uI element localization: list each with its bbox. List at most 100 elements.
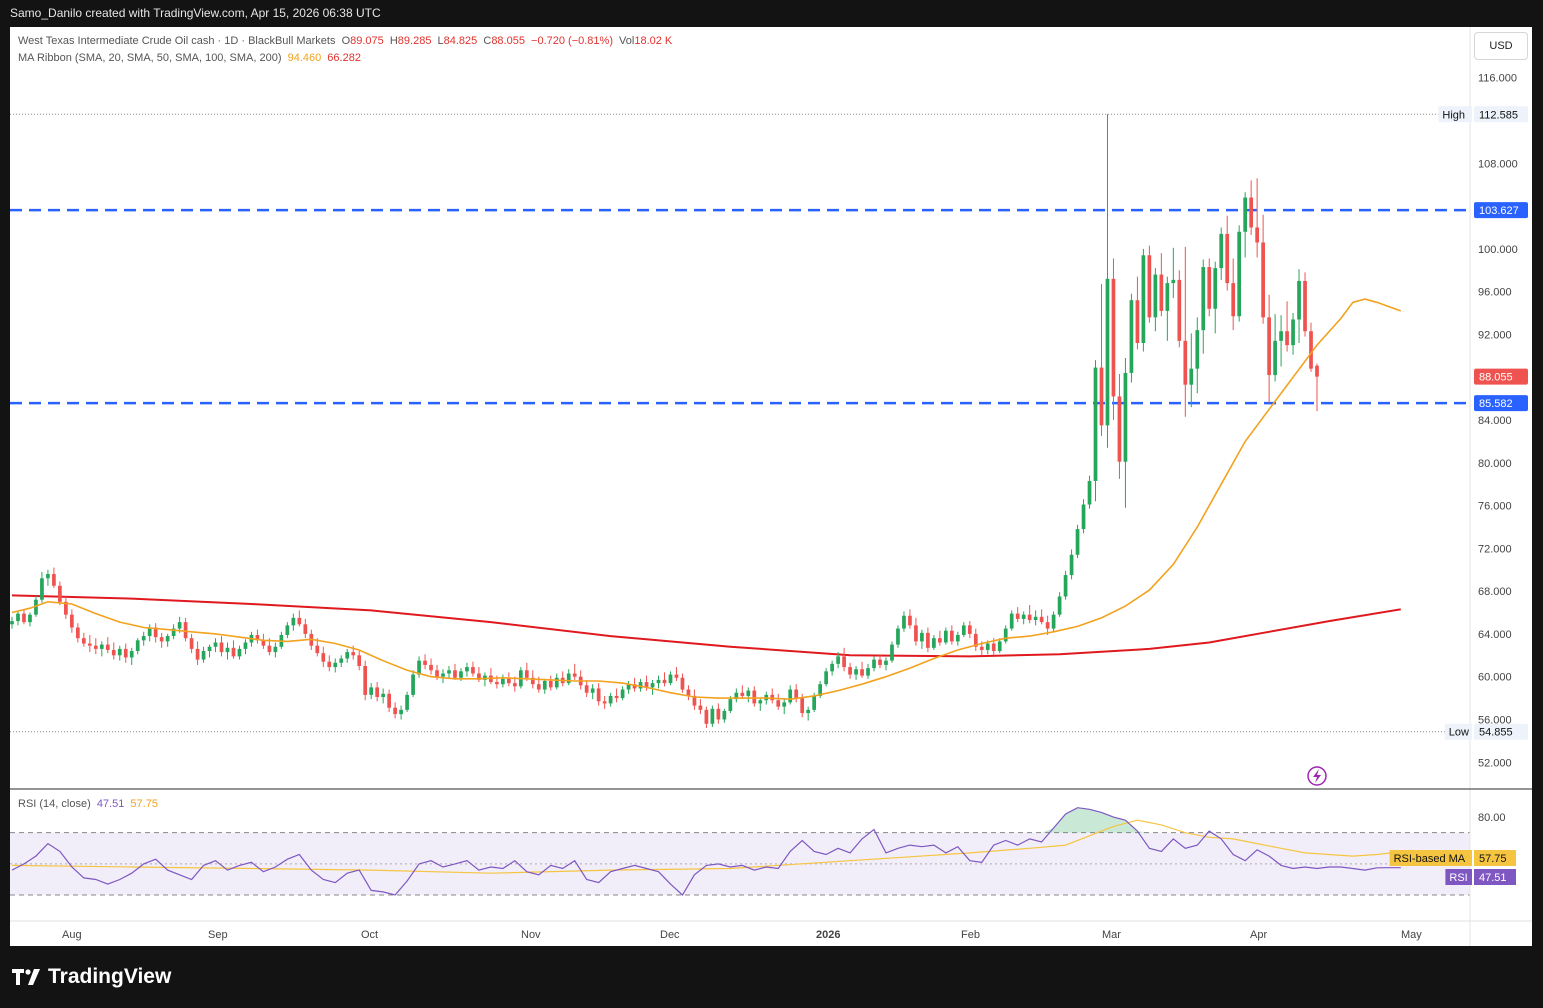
time-tick-label: Sep (208, 929, 228, 941)
candle-body (1201, 267, 1206, 331)
candle-body (1003, 628, 1008, 642)
sma20-path (11, 298, 1402, 701)
low-price-label: Low 54.855 (1444, 723, 1528, 740)
candle-body (345, 652, 350, 659)
candle-body (357, 655, 362, 666)
candle-body (447, 670, 451, 674)
currency-button[interactable]: USD (1474, 32, 1528, 60)
candle-body (405, 694, 409, 710)
candle-body (890, 644, 894, 661)
candle-body (949, 630, 954, 642)
candle-body (291, 617, 296, 626)
candle-body (1285, 331, 1289, 346)
candle-body (399, 709, 403, 715)
rsi-legend: RSI (14, close) 47.51 57.75 (18, 798, 161, 810)
candle-body (117, 648, 122, 656)
candle-body (806, 709, 811, 714)
candle-body (620, 689, 625, 699)
price-tick-label: 96.000 (1478, 287, 1512, 299)
candle-body (1033, 616, 1038, 621)
lightning-icon-bolt (1313, 769, 1321, 783)
chart-canvas[interactable]: 116.000 108.000 100.000 96.000 92.000 84.000 8… (10, 27, 1532, 946)
low-label: L (437, 35, 444, 47)
candle-body (704, 709, 709, 724)
candle-body (321, 653, 326, 662)
candle-body (1135, 300, 1140, 343)
candle-body (159, 637, 164, 642)
candle-body (441, 673, 445, 677)
candle-body (93, 645, 98, 649)
time-tick-label: Dec (660, 929, 680, 941)
candle-body (75, 627, 80, 639)
candle-body (177, 622, 182, 629)
price-tick-label: 60.000 (1478, 672, 1512, 684)
time-tick-label: Apr (1250, 929, 1267, 941)
candle-body (40, 578, 44, 600)
candle-body (932, 638, 936, 648)
candle-body (1057, 596, 1062, 615)
candle-body (1081, 504, 1086, 530)
candle-body (387, 693, 391, 708)
candle-body (710, 708, 715, 724)
candle-body (1219, 233, 1224, 269)
open-label: O (341, 35, 351, 47)
candle-body (129, 651, 134, 658)
candle-body (961, 625, 966, 635)
candle-body (1207, 267, 1212, 309)
candle-body (740, 692, 745, 696)
candle-body (752, 690, 757, 704)
candle-body (842, 656, 846, 668)
candle-body (225, 647, 230, 653)
candle-body (351, 652, 356, 656)
rsi-pane (10, 807, 1470, 896)
time-tick-label: Mar (1102, 929, 1121, 941)
price-label-text: 112.585 (1479, 109, 1518, 121)
tradingview-logo[interactable]: TradingView (12, 965, 171, 989)
ma-label: MA Ribbon (SMA, 20, SMA, 50, SMA, 100, S… (18, 52, 282, 64)
candle-body (267, 645, 272, 653)
price-tick-label: 72.000 (1478, 543, 1512, 555)
candle-body (1189, 368, 1194, 385)
candle-body (147, 627, 152, 637)
candle-body (1087, 480, 1092, 505)
candle-body (255, 634, 260, 641)
candle-body (548, 680, 553, 688)
candle-body (955, 634, 960, 642)
candle-body (967, 625, 972, 634)
candle-body (1315, 365, 1319, 377)
candle-body (339, 658, 344, 663)
high-label: H (389, 35, 398, 47)
candle-body (878, 659, 882, 665)
candle-body (638, 682, 643, 689)
rsi-ma-value: 57.75 (130, 798, 158, 810)
candle-body (34, 599, 38, 615)
candle-body (1171, 279, 1176, 284)
candle-body (58, 585, 62, 602)
candle-body (812, 695, 817, 710)
candle-body (70, 614, 74, 628)
candle-body (327, 661, 332, 668)
price-label-bg (1474, 395, 1528, 412)
change-value: −0.720 (−0.81%) (531, 35, 613, 47)
candle-body (614, 695, 619, 699)
price-tick-label: 56.000 (1478, 714, 1512, 726)
candlesticks (10, 114, 1319, 729)
candle-body (602, 701, 607, 704)
price-tick-label: 92.000 (1478, 329, 1512, 341)
candle-body (411, 674, 415, 695)
candle-body (920, 632, 924, 642)
candle-body (1015, 613, 1020, 619)
candle-body (1243, 197, 1248, 232)
candle-body (686, 689, 691, 696)
time-tick-label: Aug (62, 929, 82, 941)
candle-body (722, 710, 727, 720)
candle-body (991, 643, 996, 652)
axes: 116.000 108.000 100.000 96.000 92.000 84.000 8… (10, 27, 1532, 946)
candle-body (650, 683, 655, 688)
candle-body (770, 694, 775, 701)
candle-body (153, 627, 158, 638)
rsi-label-value: 57.75 (1479, 853, 1507, 865)
candle-body (896, 628, 900, 645)
candle-body (501, 678, 505, 685)
candle-body (1267, 317, 1271, 376)
